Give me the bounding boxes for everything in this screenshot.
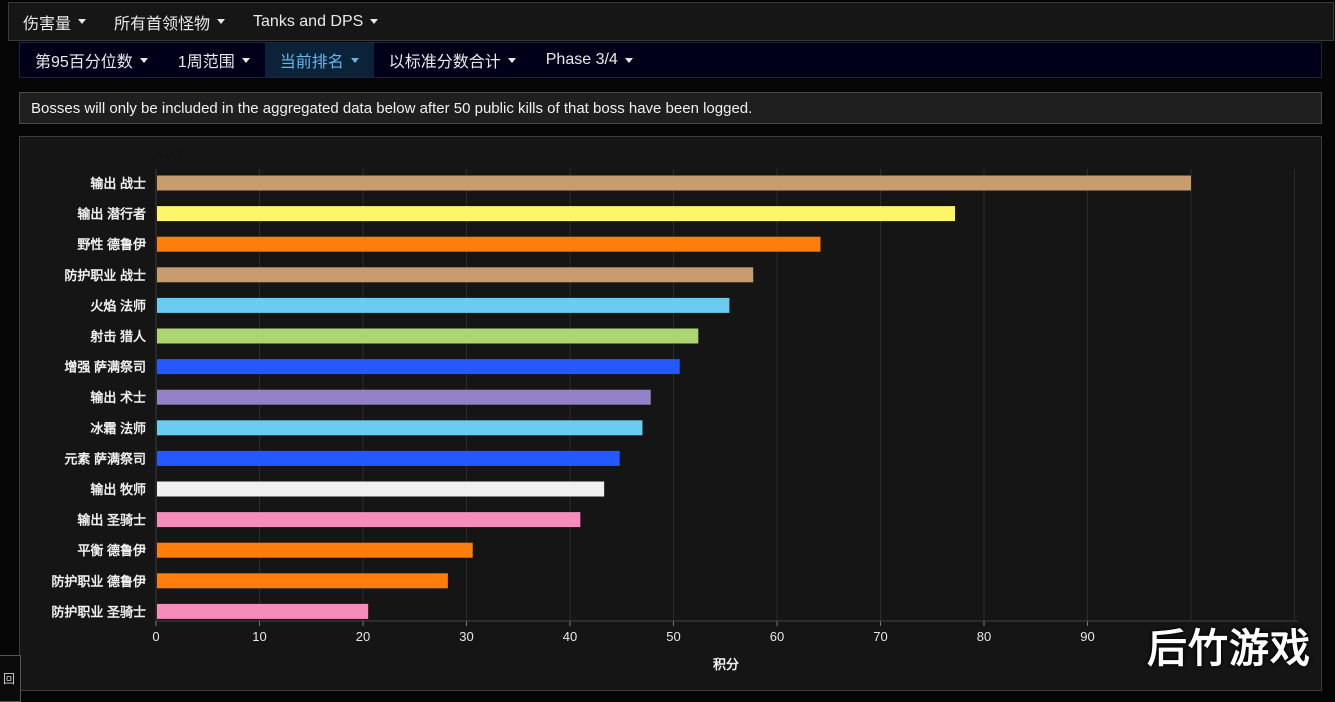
category-label: 输出 战士	[90, 176, 146, 191]
filter-dropdown-1[interactable]: 1周范围	[163, 43, 265, 77]
bar[interactable]	[157, 389, 651, 405]
bar[interactable]	[157, 481, 605, 497]
x-tick-label: 10	[252, 629, 266, 644]
bar[interactable]	[157, 236, 821, 252]
caret-down-icon	[78, 19, 87, 24]
notice-box: Bosses will only be included in the aggr…	[19, 92, 1322, 124]
x-tick-label: 30	[459, 629, 473, 644]
bar[interactable]	[157, 603, 369, 619]
menu-dropdown-1[interactable]: 所有首领怪物	[100, 3, 239, 40]
category-label: 防护职业 圣骑士	[51, 604, 146, 619]
bar[interactable]	[157, 267, 754, 283]
category-label: 增强 萨满祭司	[64, 360, 146, 375]
x-tick-label: 40	[563, 629, 577, 644]
filter-dropdown-2[interactable]: 当前排名	[264, 43, 374, 77]
bar[interactable]	[157, 297, 730, 313]
category-label: 防护职业 德鲁伊	[51, 574, 146, 589]
x-tick-label: 70	[873, 629, 887, 644]
x-tick-label: 80	[977, 629, 991, 644]
x-tick-label: 20	[356, 629, 370, 644]
category-label: 输出 潜行者	[77, 207, 146, 222]
x-tick-label: 90	[1080, 629, 1094, 644]
bar[interactable]	[157, 573, 448, 589]
category-label: 射击 猎人	[89, 329, 147, 344]
filter-dropdown-label: 第95百分位数	[35, 54, 133, 71]
menu-dropdown-0[interactable]: 伤害量	[9, 3, 100, 40]
x-axis-title: 积分	[713, 657, 739, 672]
menu-dropdown-label: 伤害量	[23, 15, 72, 33]
chart-panel: Zoom 输出 战士输出 潜行者 野性 德鲁伊防护职业 战士火焰 法师射击 猎人增…	[19, 136, 1322, 691]
bar[interactable]	[157, 542, 473, 558]
menu-dropdown-2[interactable]: Tanks and DPS	[239, 3, 392, 40]
filter-dropdown-label: 以标准分数合计	[388, 54, 501, 71]
caret-down-icon	[139, 57, 148, 63]
x-tick-label: 50	[666, 629, 680, 644]
filter-dropdown-label: Phase 3/4	[545, 51, 618, 68]
category-label: 输出 牧师	[90, 482, 146, 497]
side-widget[interactable]: 回	[0, 655, 21, 702]
bar[interactable]	[157, 450, 620, 466]
bar[interactable]	[157, 420, 643, 436]
x-axis-ticks: 0 10 20 30 40 50 60 70 80 90	[152, 621, 1095, 644]
category-label: 野性 德鲁伊	[77, 237, 146, 252]
filter-dropdown-3[interactable]: 以标准分数合计	[374, 43, 531, 77]
x-tick-label: 0	[152, 629, 159, 644]
bars	[157, 175, 1191, 619]
category-label: 冰霜 法师	[90, 421, 146, 436]
bar[interactable]	[157, 359, 680, 375]
x-tick-label: 60	[770, 629, 784, 644]
top-menu-bar: 伤害量 所有首领怪物 Tanks and DPS	[8, 2, 1334, 41]
bar[interactable]	[157, 175, 1191, 191]
zoom-label[interactable]: Zoom	[157, 144, 190, 159]
menu-dropdown-label: Tanks and DPS	[253, 12, 364, 30]
category-label: 输出 圣骑士	[77, 513, 146, 528]
category-label: 火焰 法师	[90, 298, 146, 313]
notice-text: Bosses will only be included in the aggr…	[31, 99, 753, 117]
filter-bar: 第95百分位数 1周范围 当前排名 以标准分数合计 Phase 3/4	[19, 42, 1322, 78]
caret-down-icon	[241, 57, 250, 63]
category-label: 输出 术士	[90, 390, 146, 405]
filter-dropdown-label: 当前排名	[279, 54, 344, 71]
bar[interactable]	[157, 512, 581, 528]
caret-down-icon	[507, 57, 516, 63]
filter-dropdown-0[interactable]: 第95百分位数	[20, 43, 163, 77]
menu-dropdown-label: 所有首领怪物	[114, 15, 211, 33]
category-label: 平衡 德鲁伊	[77, 543, 146, 558]
caret-down-icon	[370, 19, 379, 24]
caret-down-icon	[624, 57, 633, 63]
category-label: 防护职业 战士	[64, 268, 146, 283]
filter-dropdown-label: 1周范围	[177, 54, 235, 71]
watermark-logo: 后竹游戏	[1147, 627, 1311, 671]
filter-dropdown-4[interactable]: Phase 3/4	[531, 43, 648, 77]
bar[interactable]	[157, 328, 699, 344]
bar[interactable]	[157, 206, 956, 222]
caret-down-icon	[217, 19, 226, 24]
category-label: 元素 萨满祭司	[64, 451, 146, 466]
caret-down-icon	[350, 57, 359, 63]
